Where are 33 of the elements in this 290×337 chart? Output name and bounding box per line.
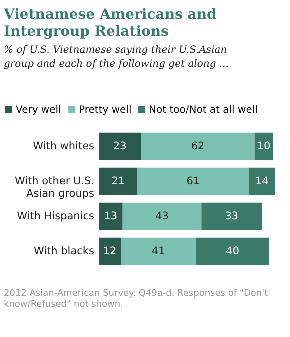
- data-label: 33: [225, 210, 239, 222]
- y-tick-label: With whites: [33, 140, 94, 152]
- legend-label: Pretty well: [79, 105, 132, 116]
- bar: [202, 202, 262, 230]
- bar: [99, 238, 121, 266]
- y-tick-label: With Hispanics: [17, 210, 94, 222]
- bar: [121, 238, 196, 266]
- data-label: 14: [255, 176, 270, 188]
- data-label: 21: [112, 176, 125, 188]
- chart-title: Vietnamese Americans and Intergroup Relations: [3, 7, 217, 40]
- y-tick-label: With other U.S. Asian groups: [14, 176, 94, 200]
- legend-label: Very well: [16, 105, 62, 116]
- text: 2012 Asian-American Survey. Q49a-d. Responses of "Don't know/Refused" not shown.: [4, 289, 270, 311]
- bar: [99, 168, 138, 196]
- chart-subtitle: % of U.S. Vietnamese saying their U.S.Asian group and each of the following get along ...: [4, 45, 229, 70]
- data-label: 61: [186, 176, 200, 188]
- data-label: 43: [156, 210, 169, 222]
- bar: [141, 132, 255, 160]
- bar: [99, 202, 123, 230]
- data-label: 12: [103, 246, 117, 258]
- data-label: 40: [226, 246, 240, 258]
- data-label: 62: [191, 140, 205, 152]
- data-label: 23: [113, 140, 127, 152]
- y-tick-label: With blacks: [34, 246, 94, 258]
- bar: [122, 202, 202, 230]
- data-label: 13: [104, 210, 118, 222]
- data-label: 41: [152, 246, 166, 258]
- bar: [249, 168, 275, 196]
- bar: [196, 238, 270, 266]
- legend-label: Not too/Not at all well: [149, 105, 258, 116]
- bar: [138, 168, 250, 196]
- bar: [99, 132, 142, 160]
- data-label: 10: [257, 140, 271, 152]
